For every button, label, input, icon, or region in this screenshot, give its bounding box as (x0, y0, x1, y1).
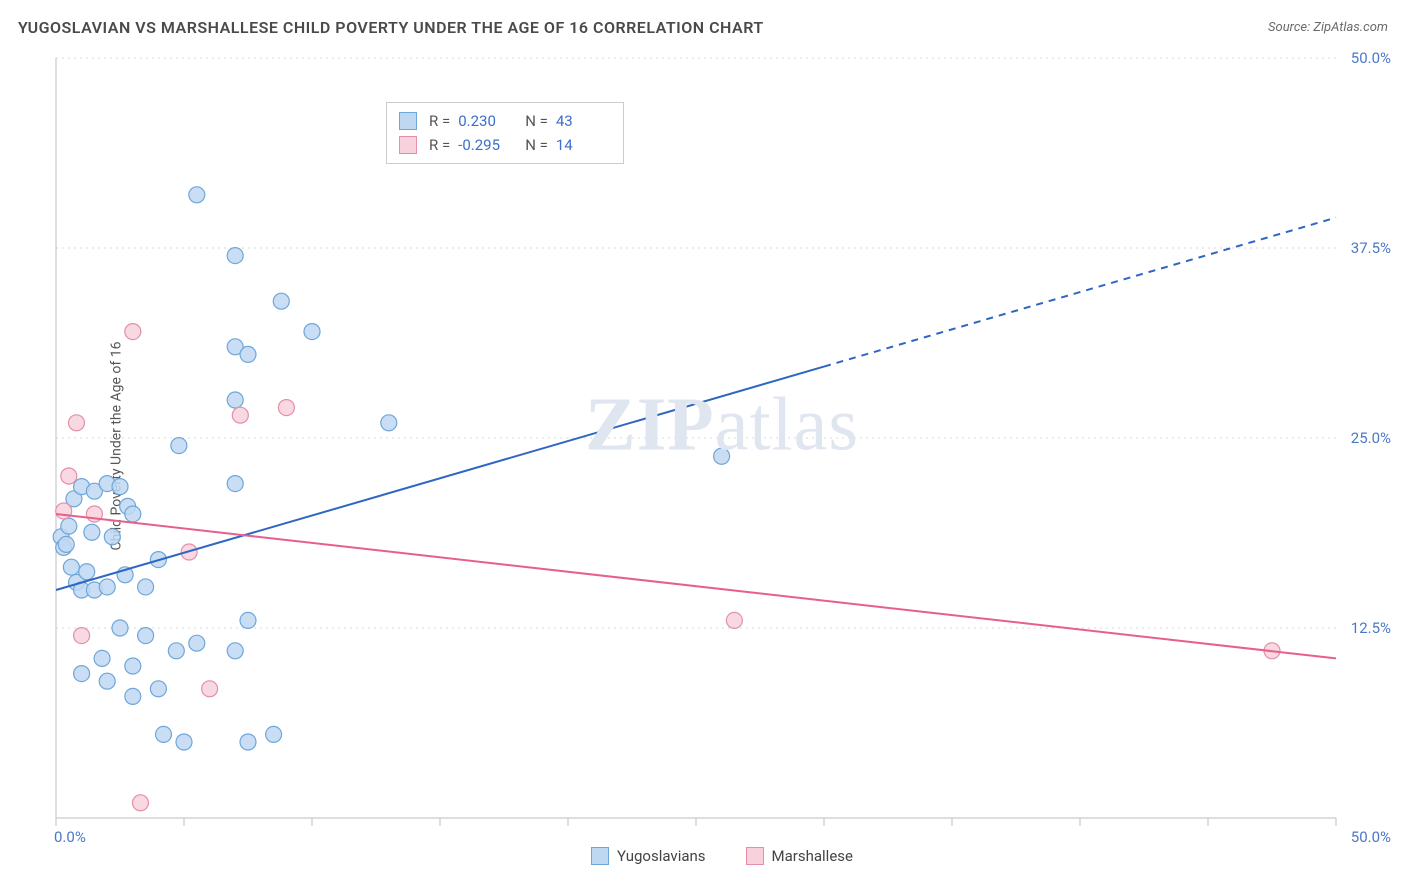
swatch-yugoslavians (399, 112, 417, 130)
svg-text:25.0%: 25.0% (1351, 429, 1391, 447)
svg-text:50.0%: 50.0% (1351, 49, 1391, 67)
header: YUGOSLAVIAN VS MARSHALLESE CHILD POVERTY… (18, 18, 1388, 37)
svg-text:12.5%: 12.5% (1351, 619, 1391, 637)
swatch-marshallese (399, 136, 417, 154)
stats-row-marshallese: R = -0.295 N = 14 (399, 133, 611, 157)
stats-box: R = 0.230 N = 43 R = -0.295 N = 14 (386, 102, 624, 164)
scatter-chart: 12.5% 25.0% 37.5% 50.0% 0.0% 50.0% (46, 48, 1398, 867)
legend-label-marshallese: Marshallese (772, 847, 853, 865)
svg-text:50.0%: 50.0% (1351, 828, 1391, 846)
legend-label-yugoslavians: Yugoslavians (617, 847, 706, 865)
chart-title: YUGOSLAVIAN VS MARSHALLESE CHILD POVERTY… (18, 18, 764, 37)
stats-row-yugoslavians: R = 0.230 N = 43 (399, 109, 611, 133)
svg-text:37.5%: 37.5% (1351, 239, 1391, 257)
legend-item-yugoslavians: Yugoslavians (591, 847, 706, 865)
bottom-legend: Yugoslavians Marshallese (46, 847, 1398, 865)
svg-text:0.0%: 0.0% (54, 828, 86, 846)
legend-item-marshallese: Marshallese (746, 847, 853, 865)
legend-swatch-yugoslavians (591, 847, 609, 865)
chart-area: 12.5%25.0%37.5%50.0%0.0%50.0% ZIPatlas R… (46, 48, 1398, 867)
legend-swatch-marshallese (746, 847, 764, 865)
source-attribution: Source: ZipAtlas.com (1268, 20, 1388, 35)
